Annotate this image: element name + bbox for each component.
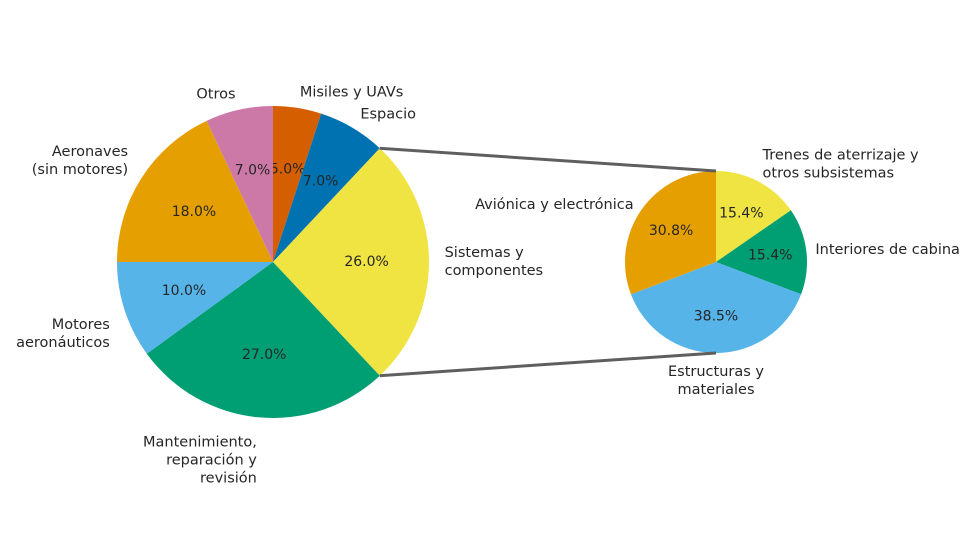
category-label-espacio: Espacio	[360, 106, 416, 122]
category-label-trenes-de-aterrizaje-y-otros-subsistemas: Trenes de aterrizaje y otros subsistemas	[762, 147, 920, 181]
category-label-aeronaves-sin-motores: Aeronaves (sin motores)	[32, 144, 128, 178]
breakdown-pie: 15.4% Trenes de aterrizaje y otros subsist…	[475, 147, 960, 398]
pct-label-otros: 7.0%	[235, 163, 271, 179]
pct-label-trenes-de-aterrizaje-y-otros-subsistemas: 15.4%	[719, 206, 763, 222]
pct-label-avionica-y-electronica: 30.8%	[649, 223, 693, 239]
category-label-otros: Otros	[196, 87, 235, 103]
slice-mantenimiento-reparacion-y-revision	[146, 262, 380, 418]
category-label-misiles-y-uavs: Misiles y UAVs	[300, 85, 404, 101]
slice-interiores-de-cabina	[716, 210, 807, 295]
slice-avionica-y-electronica	[625, 171, 716, 295]
pct-label-mantenimiento-reparacion-y-revision: 27.0%	[242, 347, 286, 363]
pct-label-sistemas-y-componentes: 26.0%	[344, 254, 388, 270]
connector-line-bottom	[379, 351, 717, 378]
pct-label-aeronaves-sin-motores: 18.0%	[172, 204, 216, 220]
category-label-motores-aeronauticos: Motores aeronáuticos	[16, 317, 110, 351]
slice-estructuras-y-materiales	[630, 262, 802, 354]
category-label-avionica-y-electronica: Aviónica y electrónica	[475, 197, 634, 213]
slice-espacio	[273, 113, 380, 262]
slice-trenes-de-aterrizaje-y-otros-subsistemas	[716, 171, 791, 262]
category-label-interiores-de-cabina: Interiores de cabina	[815, 242, 960, 258]
pct-label-espacio: 7.0%	[303, 173, 339, 189]
category-label-estructuras-y-materiales: Estructuras y materiales	[668, 364, 764, 398]
category-label-sistemas-y-componentes: Sistemas y componentes	[445, 245, 544, 279]
category-label-mantenimiento-reparacion-y-revision: Mantenimiento, reparación y revisión	[143, 435, 257, 487]
connector-line-top	[379, 146, 717, 173]
main-pie: 5.0% Misiles y UAVs 7.0% Espacio 26.0% Sistem…	[16, 85, 543, 487]
slice-aeronaves-sin-motores	[117, 120, 273, 262]
slice-sistemas-y-componentes	[273, 148, 429, 376]
slice-motores-aeronauticos	[117, 262, 273, 354]
slice-otros	[206, 106, 273, 262]
slice-misiles-y-uavs	[273, 106, 322, 262]
pct-label-interiores-de-cabina: 15.4%	[748, 247, 792, 263]
pct-label-misiles-y-uavs: 5.0%	[270, 162, 306, 178]
pct-label-motores-aeronauticos: 10.0%	[162, 283, 206, 299]
pct-label-estructuras-y-materiales: 38.5%	[694, 309, 738, 325]
connector-lines	[379, 146, 717, 378]
